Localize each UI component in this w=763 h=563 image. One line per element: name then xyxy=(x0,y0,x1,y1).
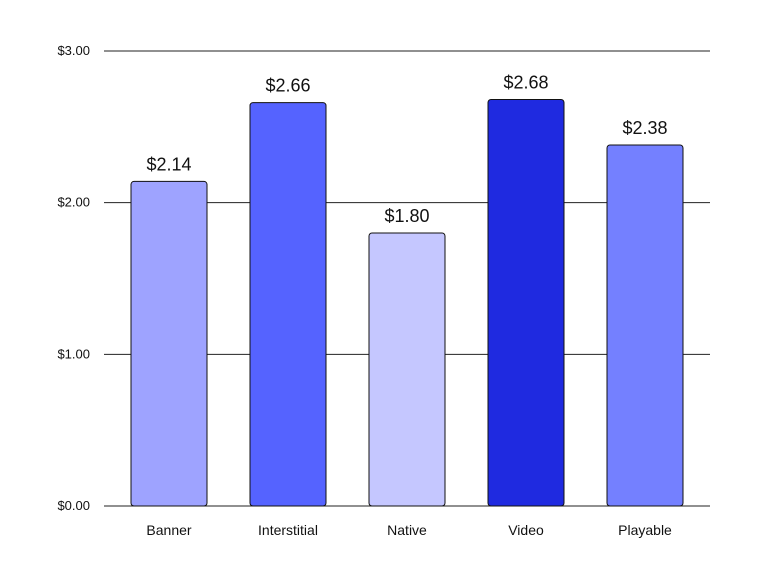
bar-value-label: $1.80 xyxy=(384,206,429,226)
bar-value-label: $2.68 xyxy=(503,73,548,93)
bar-value-label: $2.14 xyxy=(146,154,191,174)
bar-value-label: $2.38 xyxy=(622,118,667,138)
bar-playable xyxy=(606,144,684,507)
y-axis-tick-labels: $0.00 $1.00 $2.00 $3.00 xyxy=(57,43,90,513)
x-category-label: Playable xyxy=(618,522,672,538)
bar-banner xyxy=(130,180,208,507)
y-tick-label: $1.00 xyxy=(57,346,90,361)
y-tick-label: $2.00 xyxy=(57,195,90,210)
x-category-label: Banner xyxy=(146,522,191,538)
y-tick-label: $0.00 xyxy=(57,498,90,513)
y-tick-label: $3.00 xyxy=(57,43,90,58)
bar-interstitial xyxy=(249,102,327,507)
bar-video xyxy=(487,99,565,507)
x-category-label: Video xyxy=(508,522,544,538)
bar-value-label: $2.66 xyxy=(265,76,310,96)
bars xyxy=(130,99,684,507)
bar-native xyxy=(368,232,446,507)
bar-value-labels: $2.14 $2.66 $1.80 $2.68 $2.38 xyxy=(146,73,667,226)
x-category-label: Native xyxy=(387,522,427,538)
x-axis-category-labels: Banner Interstitial Native Video Playable xyxy=(146,522,672,538)
x-category-label: Interstitial xyxy=(258,522,318,538)
